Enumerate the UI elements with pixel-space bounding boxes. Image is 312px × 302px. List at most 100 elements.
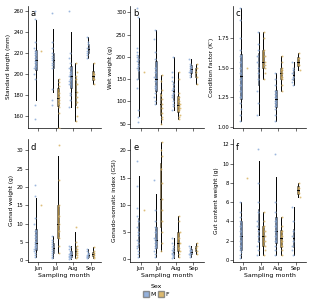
Point [56,84,61,89]
Point [74,256,79,261]
Point [135,230,140,234]
Point [272,119,277,124]
Point [50,249,55,253]
Point [153,219,158,223]
Bar [173,82,174,100]
Point [85,45,90,50]
Text: f: f [236,143,239,152]
Point [290,67,295,72]
Point [152,95,157,99]
Point [273,113,278,117]
Point [159,101,164,106]
Point [50,40,55,45]
Point [238,65,243,70]
Point [32,249,37,253]
Point [56,143,61,147]
Point [188,68,193,73]
Point [170,104,175,108]
Point [135,252,140,256]
Bar [262,50,264,68]
Point [67,79,72,83]
Bar [195,246,196,251]
Text: e: e [133,143,139,152]
Point [177,106,182,111]
Point [159,181,164,185]
Point [169,247,174,252]
Point [177,213,182,218]
Point [152,79,157,84]
Point [237,18,242,22]
Point [75,95,80,99]
Point [290,229,295,233]
Bar [195,68,196,77]
Point [91,249,96,253]
Point [33,252,38,257]
Point [262,47,267,52]
Point [91,76,96,81]
Point [152,249,157,254]
Point [32,254,37,259]
Point [67,73,72,78]
Point [290,233,295,238]
Point [134,86,139,91]
Point [262,233,267,238]
Bar [160,93,161,115]
Point [152,235,157,240]
Point [50,234,55,239]
Point [177,115,182,120]
Point [32,17,37,22]
Point [135,68,140,73]
Point [67,247,72,252]
Point [50,98,55,102]
Point [280,75,285,79]
Point [194,241,199,246]
Point [50,245,55,250]
Bar [138,218,139,247]
Point [237,243,242,248]
Point [169,256,174,261]
Point [170,81,175,86]
Point [33,76,38,81]
Point [177,249,182,254]
Point [280,238,285,243]
Point [177,104,182,108]
Point [50,63,55,68]
Bar [35,229,37,250]
Point [290,71,295,76]
Point [74,243,79,248]
Point [238,113,243,117]
Point [57,236,62,241]
Point [159,106,164,111]
Point [153,57,158,62]
Point [74,239,79,244]
Point [194,243,199,248]
Point [238,83,243,88]
Point [237,209,242,214]
Point [273,209,278,214]
Point [280,233,285,238]
Point [135,213,140,218]
Point [290,219,295,224]
Point [134,205,139,210]
Point [32,59,37,63]
Point [272,219,277,224]
Text: a: a [31,9,36,18]
Point [135,115,140,120]
Point [159,121,164,126]
Point [170,86,175,91]
Text: c: c [236,9,241,18]
Point [135,59,140,64]
Point [32,48,37,53]
Point [32,116,37,121]
Point [237,200,242,204]
Point [169,241,174,246]
Point [237,47,242,52]
Point [84,254,89,259]
Bar [87,44,89,53]
Point [238,214,243,219]
Point [272,151,277,156]
Point [262,253,267,258]
Point [262,248,267,253]
Point [92,250,97,255]
Point [237,35,242,40]
